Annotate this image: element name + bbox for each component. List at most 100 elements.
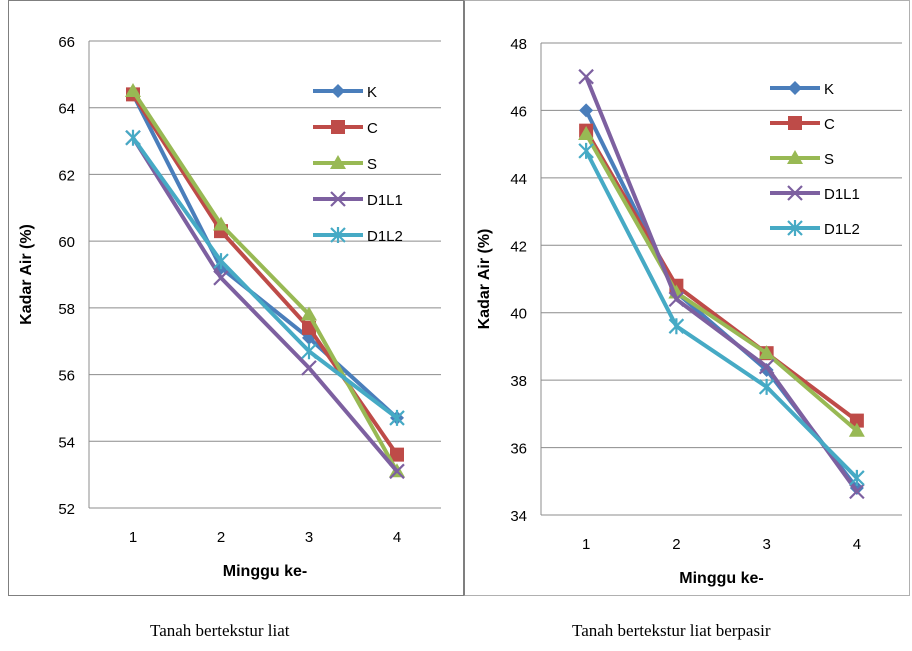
right-data-point [848, 422, 865, 437]
right-series-line [584, 75, 859, 493]
left-data-point [301, 306, 317, 321]
right-legend-item-s: S [770, 150, 834, 168]
caption-right: Tanah bertekstur liat berpasir [572, 621, 771, 640]
right-series-line [584, 109, 859, 490]
right-legend-item-d1l2: D1L2 [770, 220, 860, 238]
left-legend-marker [330, 155, 346, 169]
right-legend-marker [788, 116, 802, 130]
left-series-line [131, 136, 399, 473]
right-y-tick-label: 42 [510, 238, 527, 255]
right-data-point [578, 142, 594, 159]
left-data-point [213, 216, 229, 231]
right-y-tick-label: 36 [510, 441, 527, 458]
right-y-tick-label: 44 [510, 171, 527, 188]
left-data-point [301, 360, 317, 376]
right-legend-item-k: K [770, 81, 834, 98]
left-legend-marker [330, 191, 346, 207]
left-legend-item-k: K [313, 84, 377, 101]
right-series-line [584, 133, 859, 433]
right-data-point [758, 378, 775, 395]
left-legend-marker [331, 120, 345, 134]
right-legend-label: C [824, 116, 835, 133]
right-series-d1l2 [578, 142, 865, 486]
right-legend-marker [788, 81, 802, 95]
right-data-point [849, 483, 865, 500]
right-x-tick-label: 3 [762, 536, 770, 553]
left-y-tick-label: 66 [58, 34, 75, 51]
right-series-d1l1 [578, 68, 865, 500]
right-data-point [758, 345, 775, 360]
right-x-axis-title: Minggu ke- [679, 570, 763, 587]
right-y-tick-label: 48 [510, 36, 527, 53]
right-series-s [578, 126, 865, 437]
right-data-point [578, 68, 594, 85]
left-y-tick-label: 62 [58, 167, 75, 184]
right-data-point [578, 126, 595, 141]
left-data-point [389, 463, 405, 480]
left-series-line [131, 89, 399, 473]
right-data-point [668, 318, 685, 335]
chart-left: 52 54 56 58 60 62 64 66 1 2 3 4 Minggu ke- Kadar Air … [18, 34, 441, 580]
left-series-d1l2 [125, 129, 405, 426]
left-data-point [213, 253, 229, 270]
right-legend-item-c: C [770, 116, 835, 133]
left-y-tick-label: 56 [58, 368, 75, 385]
right-legend-item-d1l1: D1L1 [770, 185, 860, 203]
right-y-tick-label: 40 [510, 306, 527, 323]
right-legend-label: S [824, 151, 834, 168]
left-legend-item-d1l1: D1L1 [313, 191, 403, 209]
right-y-axis-title: Kadar Air (%) [476, 229, 493, 330]
chart-panel-right: 34 36 38 40 42 44 46 48 1 2 3 4 Minggu ke- Kadar Air … [464, 0, 910, 596]
left-legend-label: D1L2 [367, 228, 403, 245]
left-legend-marker [330, 227, 346, 243]
left-data-point [390, 447, 404, 462]
left-y-tick-label: 54 [58, 434, 75, 451]
left-y-axis-title: Kadar Air (%) [18, 224, 35, 325]
left-y-tick-label: 60 [58, 234, 75, 251]
caption-left: Tanah bertekstur liat [150, 621, 290, 640]
left-legend-label: D1L1 [367, 192, 403, 209]
left-x-tick-label: 1 [129, 529, 137, 546]
right-x-tick-label: 1 [582, 536, 590, 553]
right-series-line [584, 129, 859, 423]
right-series-line [584, 149, 859, 480]
left-x-axis-title: Minggu ke- [223, 563, 307, 580]
left-data-point [301, 343, 317, 360]
right-data-point [668, 291, 685, 308]
left-data-point [389, 409, 405, 426]
left-y-tick-label: 58 [58, 301, 75, 318]
right-x-tick-label: 4 [853, 536, 861, 553]
right-legend-marker [787, 150, 803, 164]
left-legend-label: K [367, 84, 377, 101]
left-legend-item-s: S [313, 155, 377, 173]
right-legend-label: D1L2 [824, 221, 860, 238]
left-series-line [131, 136, 399, 420]
right-data-point [758, 358, 775, 375]
left-legend-item-c: C [313, 120, 378, 137]
right-y-tick-label: 34 [510, 508, 527, 525]
right-legend-marker [787, 220, 803, 236]
left-data-point [125, 83, 141, 98]
left-data-point [125, 129, 141, 146]
left-x-tick-label: 3 [305, 529, 313, 546]
chart-panel-left: 52 54 56 58 60 62 64 66 1 2 3 4 Minggu ke- Kadar Air … [8, 0, 464, 596]
left-legend-item-d1l2: D1L2 [313, 227, 403, 245]
left-y-tick-label: 52 [58, 501, 75, 518]
left-legend-label: S [367, 156, 377, 173]
right-data-point [849, 413, 864, 428]
right-legend-label: K [824, 81, 834, 98]
left-x-tick-label: 4 [393, 529, 401, 546]
right-data-point [849, 469, 865, 486]
left-data-point [213, 270, 229, 286]
right-legend-marker [787, 185, 803, 201]
left-legend-label: C [367, 120, 378, 137]
right-y-tick-label: 46 [510, 103, 527, 120]
left-series-line [131, 93, 399, 420]
left-y-tick-label: 64 [58, 101, 75, 118]
right-data-point [579, 103, 594, 118]
right-x-tick-label: 2 [672, 536, 680, 553]
left-x-tick-label: 2 [217, 529, 225, 546]
right-legend-label: D1L1 [824, 186, 860, 203]
right-y-tick-label: 38 [510, 373, 527, 390]
